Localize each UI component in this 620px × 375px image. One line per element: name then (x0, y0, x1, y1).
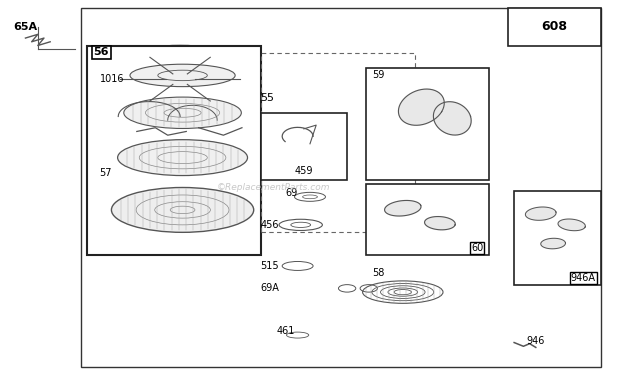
Ellipse shape (124, 97, 241, 129)
Text: 65A: 65A (13, 22, 37, 32)
Text: 515: 515 (260, 261, 279, 271)
Bar (87, 45, 260, 255)
Bar (260, 113, 347, 180)
Bar (81, 8, 601, 367)
Polygon shape (399, 89, 445, 125)
Polygon shape (525, 207, 556, 220)
Text: 56: 56 (94, 47, 109, 57)
Polygon shape (384, 201, 421, 216)
Text: 69A: 69A (260, 284, 280, 293)
Text: 456: 456 (260, 220, 279, 230)
Text: 461: 461 (276, 326, 294, 336)
Text: 946: 946 (526, 336, 545, 346)
Text: 946A: 946A (571, 273, 596, 283)
Ellipse shape (130, 64, 235, 87)
Bar (514, 191, 601, 285)
Text: 608: 608 (541, 20, 567, 33)
Polygon shape (558, 219, 585, 231)
Text: ©ReplacementParts.com: ©ReplacementParts.com (217, 183, 330, 192)
Polygon shape (433, 102, 471, 135)
Text: 59: 59 (372, 70, 384, 80)
Polygon shape (541, 238, 565, 249)
Text: 55: 55 (260, 93, 275, 103)
Bar (260, 53, 415, 232)
Bar (366, 68, 489, 180)
Ellipse shape (112, 188, 254, 232)
Text: 459: 459 (294, 166, 313, 176)
Bar (366, 184, 489, 255)
Text: 69: 69 (285, 188, 298, 198)
Ellipse shape (100, 45, 260, 113)
Text: 57: 57 (100, 168, 112, 177)
Ellipse shape (118, 140, 247, 176)
Text: 1016: 1016 (100, 74, 124, 84)
Text: 58: 58 (372, 268, 384, 278)
Polygon shape (425, 216, 455, 230)
Bar (508, 8, 601, 45)
Text: 60: 60 (471, 243, 483, 253)
